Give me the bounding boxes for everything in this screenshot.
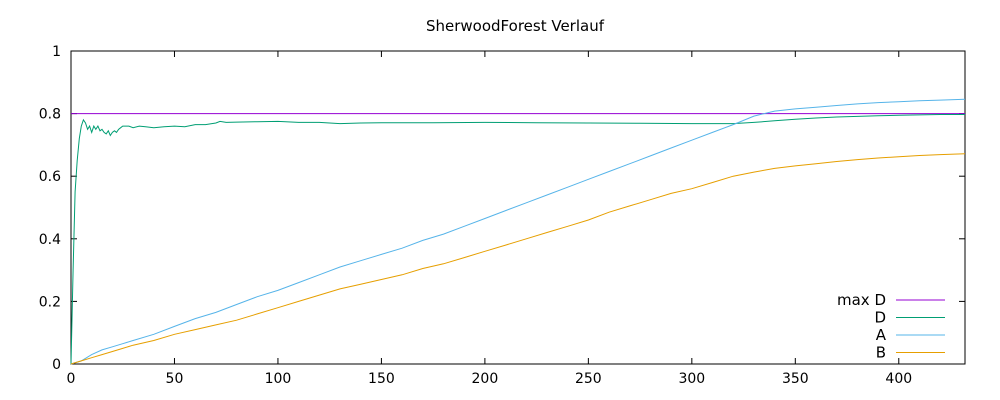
x-tick-label: 100 (265, 371, 292, 387)
x-tick-label: 0 (67, 371, 76, 387)
chart-title: SherwoodForest Verlauf (426, 17, 605, 35)
series-line-b (70, 153, 966, 365)
x-tick-label: 300 (678, 371, 705, 387)
legend-label: B (876, 344, 886, 362)
y-tick-label: 0.4 (39, 232, 61, 248)
x-tick-label: 50 (166, 371, 184, 387)
legend-label: D (874, 309, 886, 327)
legend-label: A (876, 326, 887, 344)
y-tick-label: 0 (52, 357, 61, 373)
series-line-d (70, 114, 965, 365)
y-tick-label: 0.6 (39, 169, 61, 185)
legend-label: max D (837, 291, 886, 309)
x-tick-label: 200 (472, 371, 499, 387)
y-tick-label: 1 (52, 44, 61, 60)
y-tick-label: 0.2 (39, 294, 61, 310)
x-tick-label: 350 (782, 371, 809, 387)
plot-area-border (70, 50, 966, 365)
x-tick-label: 250 (575, 371, 602, 387)
x-tick-label: 150 (368, 371, 395, 387)
series-line-a (70, 98, 966, 365)
y-tick-label: 0.8 (39, 107, 61, 123)
x-tick-label: 400 (885, 371, 912, 387)
